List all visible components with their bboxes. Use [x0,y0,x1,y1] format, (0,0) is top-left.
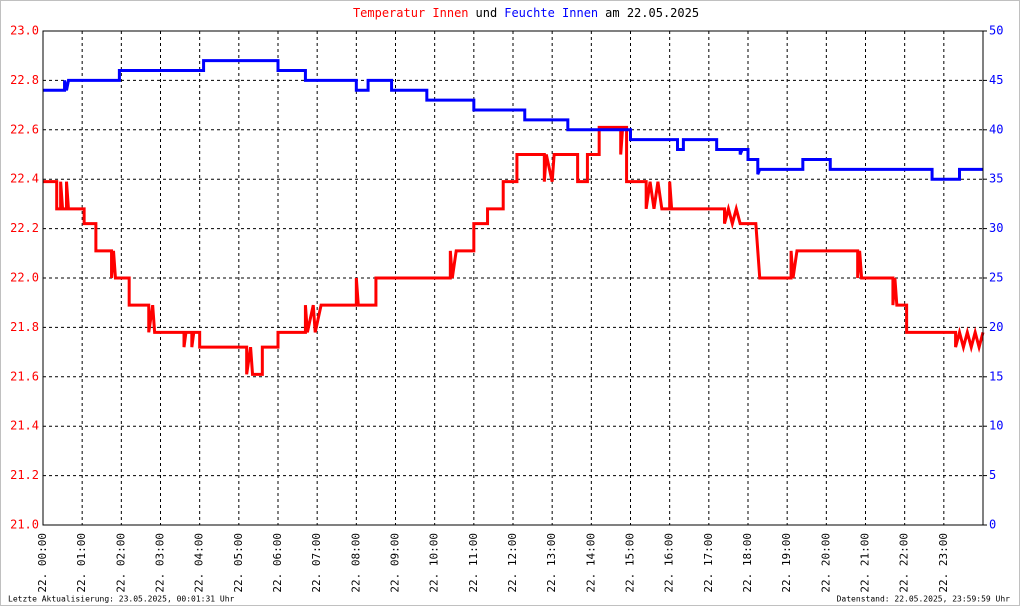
y-tick-label: 22.0 [10,271,39,285]
x-tick-label: 22. 23:00 [937,533,950,593]
y2-tick-label: 30 [989,221,1003,235]
x-tick-label: 22. 09:00 [389,533,402,593]
plot-border [42,30,984,526]
title-part: und [476,6,498,20]
x-tick-label: 22. 12:00 [506,533,519,593]
data-line [43,59,983,181]
y-tick-label: 23.0 [10,24,39,38]
x-tick-label: 22. 11:00 [467,533,480,593]
x-tick-label: 22. 10:00 [428,533,441,593]
x-tick-label: 22. 13:00 [545,533,558,593]
x-tick-label: 22. 20:00 [819,533,832,593]
x-tick-label: 22. 08:00 [349,533,362,593]
y-tick-label: 22.4 [10,172,39,186]
x-tick-label: 22. 15:00 [624,533,637,593]
y2-tick-label: 0 [989,518,996,532]
y2-tick-label: 20 [989,320,1003,334]
y2-tick-label: 40 [989,122,1003,136]
x-tick-label: 22. 19:00 [780,533,793,593]
x-tick-label: 22. 05:00 [232,533,245,593]
chart-title: Temperatur Innen und Feuchte Innen am 22.05… [353,6,699,20]
x-tick-label: 22. 06:00 [271,533,284,593]
x-tick-label: 22. 03:00 [154,533,167,593]
y-tick-label: 22.8 [10,73,39,87]
y-tick-label: 21.2 [10,468,39,482]
footer-left: Letzte Aktualisierung: 23.05.2025, 00:01… [8,595,235,604]
y2-tick-label: 5 [989,468,996,482]
y2-tick-label: 25 [989,271,1003,285]
y-tick-label: 21.0 [10,518,39,532]
y2-tick-label: 35 [989,172,1003,186]
y-tick-label: 22.2 [10,221,39,235]
y2-tick-label: 45 [989,73,1003,87]
title-part: Temperatur Innen [353,6,469,20]
x-tick-label: 22. 00:00 [36,533,49,593]
x-tick-label: 22. 01:00 [75,533,88,593]
title-part: Feuchte Innen [504,6,598,20]
footer-right: Datenstand: 22.05.2025, 23:59:59 Uhr [837,595,1011,604]
title-part: am 22.05.2025 [605,6,699,20]
x-tick-label: 22. 17:00 [702,533,715,593]
x-tick-label: 22. 21:00 [859,533,872,593]
x-tick-label: 22. 07:00 [310,533,323,593]
x-tick-label: 22. 16:00 [663,533,676,593]
x-tick-label: 22. 14:00 [584,533,597,593]
y-tick-label: 21.4 [10,419,39,433]
y2-tick-label: 15 [989,369,1003,383]
x-tick-label: 22. 04:00 [193,533,206,593]
y-tick-label: 22.6 [10,122,39,136]
x-tick-label: 22. 18:00 [741,533,754,593]
y-tick-label: 21.6 [10,369,39,383]
y2-tick-label: 50 [989,24,1003,38]
x-tick-label: 22. 02:00 [114,533,127,593]
data-line [43,125,985,376]
x-tick-label: 22. 22:00 [898,533,911,593]
y-tick-label: 21.8 [10,320,39,334]
y2-tick-label: 10 [989,419,1003,433]
